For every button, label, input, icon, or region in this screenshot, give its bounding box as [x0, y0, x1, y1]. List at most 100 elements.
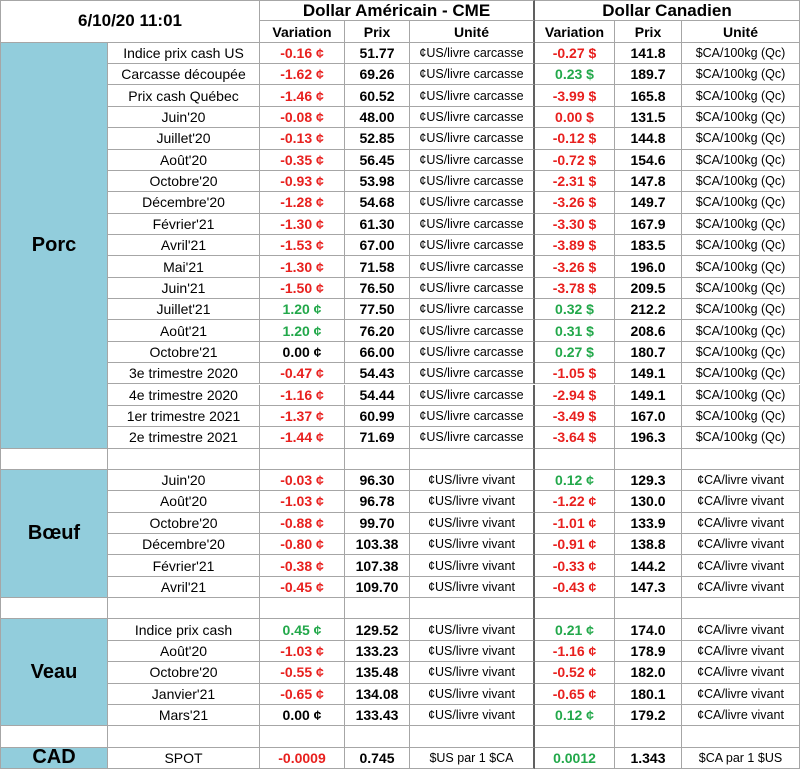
- variation: 0.00 $: [535, 106, 615, 129]
- variation: -0.38 ¢: [260, 555, 345, 577]
- price: 147.3: [615, 576, 682, 599]
- unit: ¢US/livre carcasse: [410, 128, 535, 150]
- unit: ¢US/livre vivant: [410, 704, 535, 727]
- spacer-cell: [260, 726, 345, 748]
- variation: -2.31 $: [535, 170, 615, 193]
- price: 52.85: [345, 128, 410, 150]
- price: 71.69: [345, 427, 410, 449]
- variation: -0.35 ¢: [260, 149, 345, 171]
- column-header: Unité: [682, 21, 800, 43]
- variation: -3.30 $: [535, 213, 615, 235]
- variation: -0.47 ¢: [260, 363, 345, 385]
- price: 51.77: [345, 42, 410, 65]
- price: 103.38: [345, 534, 410, 556]
- unit: ¢US/livre carcasse: [410, 277, 535, 300]
- variation: -2.94 $: [535, 384, 615, 406]
- price: 133.23: [345, 640, 410, 663]
- price: 183.5: [615, 234, 682, 257]
- price: 130.0: [615, 491, 682, 513]
- column-header: Unité: [410, 21, 535, 43]
- spacer-cell: [0, 598, 108, 620]
- unit: $CA/100kg (Qc): [682, 85, 800, 107]
- unit: ¢US/livre carcasse: [410, 384, 535, 406]
- price: 180.1: [615, 683, 682, 705]
- unit: ¢US/livre carcasse: [410, 170, 535, 193]
- price: 71.58: [345, 256, 410, 278]
- unit: ¢US/livre vivant: [410, 662, 535, 684]
- row-label: Avril'21: [108, 576, 260, 599]
- variation: -1.30 ¢: [260, 213, 345, 235]
- variation: -0.65 ¢: [260, 683, 345, 705]
- price: 144.8: [615, 128, 682, 150]
- row-label: 3e trimestre 2020: [108, 363, 260, 385]
- price: 61.30: [345, 213, 410, 235]
- unit: ¢US/livre carcasse: [410, 341, 535, 364]
- unit: ¢US/livre carcasse: [410, 106, 535, 129]
- price: 182.0: [615, 662, 682, 684]
- variation: -0.65 ¢: [535, 683, 615, 705]
- unit: $CA/100kg (Qc): [682, 427, 800, 449]
- price: 135.48: [345, 662, 410, 684]
- unit: ¢US/livre vivant: [410, 640, 535, 663]
- variation: -1.28 ¢: [260, 192, 345, 214]
- price: 48.00: [345, 106, 410, 129]
- price: 174.0: [615, 619, 682, 641]
- price: 178.9: [615, 640, 682, 663]
- row-label: Juillet'21: [108, 299, 260, 321]
- row-label: Prix cash Québec: [108, 85, 260, 107]
- spacer-cell: [535, 726, 615, 748]
- row-label: Décembre'20: [108, 192, 260, 214]
- price: 69.26: [345, 64, 410, 86]
- row-label: 4e trimestre 2020: [108, 384, 260, 406]
- price: 56.45: [345, 149, 410, 171]
- unit: $CA/100kg (Qc): [682, 405, 800, 428]
- unit: ¢US/livre vivant: [410, 534, 535, 556]
- spacer-cell: [535, 448, 615, 470]
- price: 131.5: [615, 106, 682, 129]
- price: 107.38: [345, 555, 410, 577]
- variation: -0.80 ¢: [260, 534, 345, 556]
- variation: -1.44 ¢: [260, 427, 345, 449]
- row-label: Août'20: [108, 640, 260, 663]
- variation: -0.43 ¢: [535, 576, 615, 599]
- variation: -0.55 ¢: [260, 662, 345, 684]
- unit: ¢CA/livre vivant: [682, 534, 800, 556]
- us-title: Dollar Américain - CME: [260, 0, 535, 22]
- unit: ¢CA/livre vivant: [682, 640, 800, 663]
- variation: 0.00 ¢: [260, 341, 345, 364]
- variation: -3.64 $: [535, 427, 615, 449]
- spacer-cell: [535, 598, 615, 620]
- row-label: Juin'20: [108, 469, 260, 492]
- price: 189.7: [615, 64, 682, 86]
- spacer-cell: [682, 598, 800, 620]
- price: 133.43: [345, 704, 410, 727]
- variation: -0.0009: [260, 747, 345, 769]
- price: 54.68: [345, 192, 410, 214]
- row-label: Indice prix cash US: [108, 42, 260, 65]
- unit: $CA/100kg (Qc): [682, 341, 800, 364]
- variation: -1.37 ¢: [260, 405, 345, 428]
- column-header: Variation: [535, 21, 615, 43]
- unit: ¢US/livre carcasse: [410, 213, 535, 235]
- unit: ¢US/livre carcasse: [410, 299, 535, 321]
- spacer-cell: [260, 598, 345, 620]
- unit: ¢CA/livre vivant: [682, 469, 800, 492]
- spacer-cell: [682, 448, 800, 470]
- price: 96.78: [345, 491, 410, 513]
- price: 134.08: [345, 683, 410, 705]
- price: 99.70: [345, 512, 410, 535]
- price: 60.99: [345, 405, 410, 428]
- unit: ¢CA/livre vivant: [682, 512, 800, 535]
- row-label: Mars'21: [108, 704, 260, 727]
- unit: ¢US/livre carcasse: [410, 427, 535, 449]
- variation: -1.05 $: [535, 363, 615, 385]
- unit: $CA/100kg (Qc): [682, 213, 800, 235]
- spacer-cell: [345, 726, 410, 748]
- unit: $CA/100kg (Qc): [682, 42, 800, 65]
- unit: ¢US/livre carcasse: [410, 85, 535, 107]
- unit: ¢CA/livre vivant: [682, 662, 800, 684]
- price: 165.8: [615, 85, 682, 107]
- row-label: Janvier'21: [108, 683, 260, 705]
- variation: -1.30 ¢: [260, 256, 345, 278]
